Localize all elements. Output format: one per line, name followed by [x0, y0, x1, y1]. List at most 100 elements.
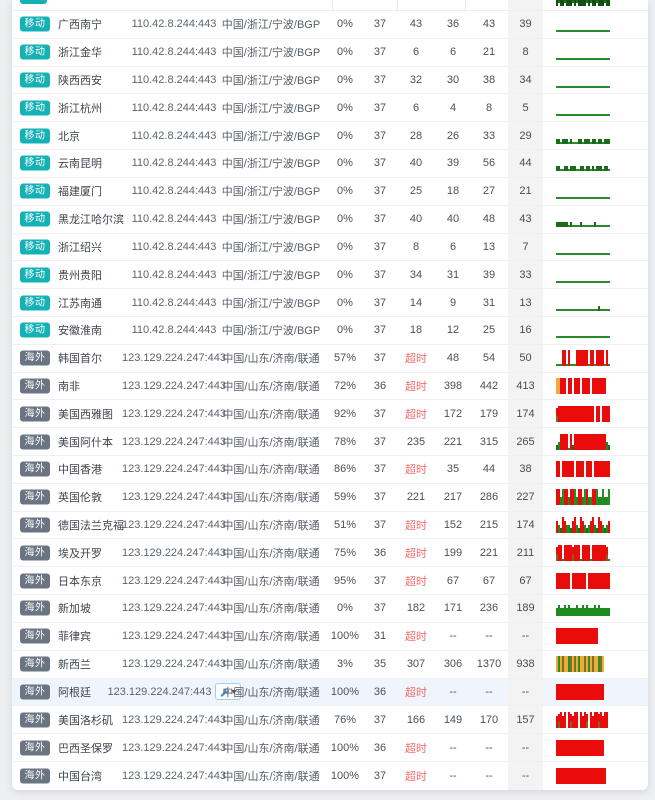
latency-latest: 超时 [405, 547, 427, 560]
target-address: 110.42.8.244:443 [122, 317, 226, 344]
packets-sent: 37 [373, 157, 387, 170]
table-row[interactable]: 海外 南非 123.129.224.247:443 中国/山东/济南/联通 72… [12, 372, 648, 401]
table-row[interactable]: 海外 美国洛杉矶 123.129.224.247:443 中国/山东/济南/联通… [12, 706, 648, 735]
table-row[interactable]: 海外 日本东京 123.129.224.247:443 中国/山东/济南/联通 … [12, 567, 648, 596]
table-row[interactable]: 移动 浙江金华 110.42.8.244:443 中国/浙江/宁波/BGP 0%… [12, 38, 648, 67]
target-address: 110.42.8.244:443 [122, 94, 226, 121]
latency-max: 54 [482, 352, 496, 365]
node-type-badge: 移动 [20, 16, 50, 32]
latency-max: 38 [482, 74, 496, 87]
node-type-badge: 海外 [20, 406, 50, 422]
table-row[interactable]: 海外 中国台湾 123.129.224.247:443 中国/山东/济南/联通 … [12, 761, 648, 790]
latency-max: 286 [479, 491, 499, 504]
latency-sparkline [556, 377, 612, 394]
latency-sparkline [556, 405, 612, 422]
loss-rate: 0% [337, 74, 353, 87]
table-row[interactable]: 海外 新西兰 123.129.224.247:443 中国/山东/济南/联通 3… [12, 650, 648, 679]
node-location: 新加坡 [58, 603, 91, 616]
column-divider [332, 0, 333, 10]
latency-latest: 221 [406, 491, 426, 504]
latency-latest: 超时 [405, 770, 427, 783]
target-address: 110.42.8.244:443 [122, 11, 226, 38]
node-location: 广西南宁 [58, 19, 102, 32]
latency-latest: 超时 [405, 575, 427, 588]
node-location: 江苏南通 [58, 297, 102, 310]
packets-sent: 37 [373, 18, 387, 31]
packets-sent: 37 [373, 74, 387, 87]
target-ip-text: 123.129.224.247:443 [122, 435, 226, 448]
table-row[interactable]: 海外 美国西雅图 123.129.224.247:443 中国/山东/济南/联通… [12, 400, 648, 429]
node-type-badge: 移动 [20, 155, 50, 171]
table-row[interactable]: 海外 阿根廷 123.129.224.247:443 中国/山东/济南/联通 1… [12, 678, 648, 707]
table-row[interactable]: 移动 广西南宁 110.42.8.244:443 中国/浙江/宁波/BGP 0%… [12, 11, 648, 39]
table-row[interactable]: 海外 韩国首尔 123.129.224.247:443 中国/山东/济南/联通 … [12, 344, 648, 373]
latency-sparkline [556, 16, 612, 33]
latency-latest: 40 [409, 157, 423, 170]
resolved-location: 中国/山东/济南/联通 [222, 520, 320, 533]
latency-min: 40 [446, 213, 460, 226]
loss-rate: 100% [330, 630, 360, 643]
target-address: 123.129.224.247:443 [122, 706, 226, 733]
table-row[interactable]: 移动 黑龙江哈尔滨 110.42.8.244:443 中国/浙江/宁波/BGP … [12, 205, 648, 234]
resolved-location: 中国/浙江/宁波/BGP [221, 102, 321, 115]
node-location: 新西兰 [58, 659, 91, 672]
table-row[interactable]: 海外 中国香港 123.129.224.247:443 中国/山东/济南/联通 … [12, 456, 648, 484]
node-location: 中国台湾 [58, 770, 102, 783]
table-row[interactable]: 移动 北京 110.42.8.244:443 中国/浙江/宁波/BGP 0% 3… [12, 122, 648, 151]
latency-avg: 34 [508, 66, 543, 94]
latency-min: -- [449, 741, 457, 754]
table-row[interactable]: 移动 安徽淮南 110.42.8.244:443 中国/浙江/宁波/BGP 0%… [12, 316, 648, 345]
node-location: 美国洛杉矶 [58, 714, 113, 727]
target-ip-text: 123.129.224.247:443 [122, 519, 226, 532]
table-row[interactable]: 海外 巴西圣保罗 123.129.224.247:443 中国/山东/济南/联通… [12, 734, 648, 762]
target-address: 110.42.8.244:443 [122, 178, 226, 205]
target-ip-text: 123.129.224.247:443 [122, 352, 226, 365]
table-row[interactable]: 海外 新加坡 123.129.224.247:443 中国/山东/济南/联通 0… [12, 595, 648, 623]
table-row[interactable]: 海外 埃及开罗 123.129.224.247:443 中国/山东/济南/联通 … [12, 539, 648, 568]
table-row[interactable]: 移动 福建厦门 110.42.8.244:443 中国/浙江/宁波/BGP 0%… [12, 177, 648, 206]
tools-button[interactable] [214, 683, 241, 701]
latency-latest: 超时 [405, 742, 427, 755]
node-type-badge: 海外 [20, 573, 50, 589]
column-divider [397, 0, 398, 10]
latency-avg: 7 [508, 233, 543, 261]
target-address: 110.42.8.244:443 [122, 289, 226, 316]
table-row[interactable]: 移动 云南昆明 110.42.8.244:443 中国/浙江/宁波/BGP 0%… [12, 150, 648, 178]
latency-avg: 265 [508, 428, 543, 455]
target-address: 123.129.224.247:443 [108, 679, 241, 706]
table-row[interactable]: 海外 英国伦敦 123.129.224.247:443 中国/山东/济南/联通 … [12, 483, 648, 512]
latency-sparkline [556, 267, 612, 283]
table-row[interactable]: 海外 德国法兰克福 123.129.224.247:443 中国/山东/济南/联… [12, 511, 648, 540]
target-address: 123.129.224.247:443 [122, 623, 226, 650]
loss-rate: 95% [333, 574, 357, 587]
latency-sparkline [556, 600, 612, 617]
target-address: 123.129.224.247:443 [122, 539, 226, 566]
latency-avg: -- [508, 734, 543, 761]
loss-rate: 51% [333, 519, 357, 532]
table-row[interactable]: 移动 浙江杭州 110.42.8.244:443 中国/浙江/宁波/BGP 0%… [12, 94, 648, 123]
packets-sent: 37 [373, 185, 387, 198]
table-row[interactable]: 海外 菲律宾 123.129.224.247:443 中国/山东/济南/联通 1… [12, 622, 648, 651]
latency-sparkline [556, 739, 612, 756]
packets-sent: 37 [373, 101, 387, 114]
table-row[interactable]: 移动 江苏南通 110.42.8.244:443 中国/浙江/宁波/BGP 0%… [12, 289, 648, 317]
loss-rate: 0% [337, 602, 353, 615]
resolved-location: 中国/山东/济南/联通 [222, 380, 320, 393]
table-row[interactable]: 移动 浙江绍兴 110.42.8.244:443 中国/浙江/宁波/BGP 0%… [12, 233, 648, 262]
latency-avg: 5 [508, 94, 543, 122]
target-address: 123.129.224.247:443 [122, 734, 226, 761]
latency-sparkline [556, 711, 612, 728]
latency-min: -- [449, 685, 457, 698]
latency-min: 306 [443, 658, 463, 671]
latency-max: 215 [479, 519, 499, 532]
target-ip-text: 110.42.8.244:443 [131, 18, 217, 31]
latency-min: 6 [449, 46, 457, 59]
table-row[interactable]: 移动 贵州贵阳 110.42.8.244:443 中国/浙江/宁波/BGP 0%… [12, 261, 648, 290]
node-type-badge: 移动 [20, 239, 50, 255]
target-address: 110.42.8.244:443 [122, 234, 226, 261]
table-row[interactable]: 移动 陕西西安 110.42.8.244:443 中国/浙江/宁波/BGP 0%… [12, 66, 648, 95]
node-type-badge: 移动 [20, 295, 50, 311]
node-location: 日本东京 [58, 575, 102, 588]
target-ip-text: 123.129.224.247:443 [122, 463, 226, 476]
table-row[interactable]: 海外 美国阿什本 123.129.224.247:443 中国/山东/济南/联通… [12, 428, 648, 456]
